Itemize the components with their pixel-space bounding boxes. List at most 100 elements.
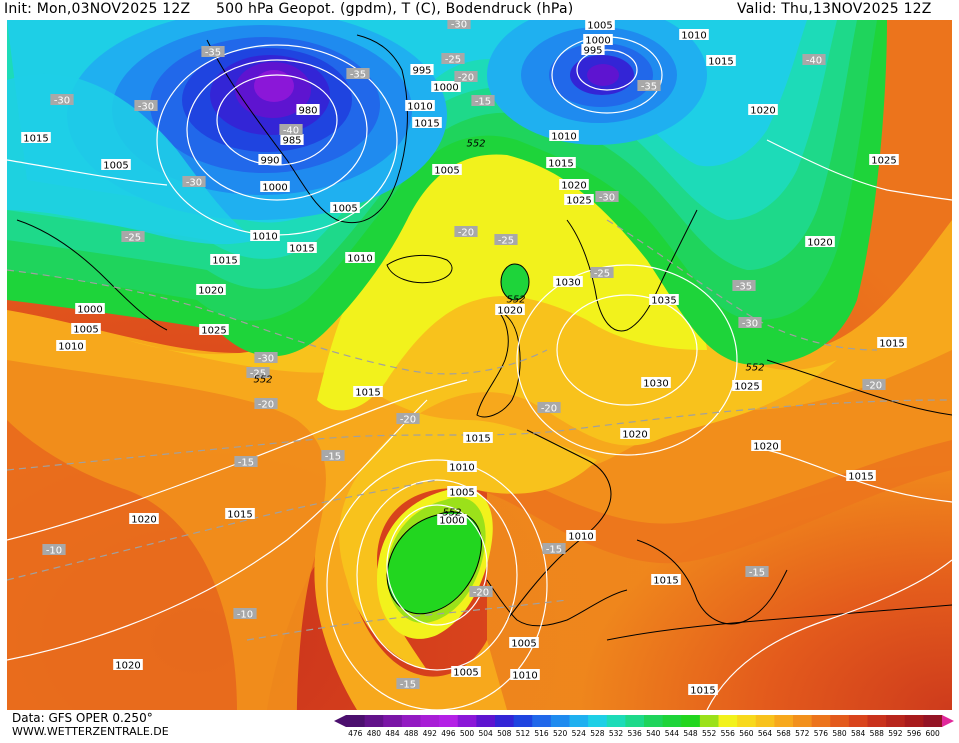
isobar-label-box: [196, 284, 226, 295]
temperature-label-text: -25: [250, 369, 266, 380]
temperature-label-text: -20: [458, 228, 474, 239]
temperature-label-text: -15: [325, 452, 341, 463]
temperature-label-text: -20: [400, 415, 416, 426]
isobar-label-text: 1005: [332, 204, 357, 215]
isobar-label-text: 1005: [511, 639, 536, 650]
isobar-label-text: 1000: [77, 305, 102, 316]
temperature-label-text: -30: [54, 96, 70, 107]
isobar-label: 1015: [846, 470, 876, 483]
legend-swatch: [588, 715, 608, 727]
isobar-label-box: [56, 340, 86, 351]
temperature-label: -15: [745, 566, 769, 579]
legend-value: 588: [870, 729, 885, 738]
temperature-label-box: [447, 18, 471, 29]
isobar-label: 1025: [564, 194, 594, 207]
temperature-label-text: -15: [238, 458, 254, 469]
height-labels: 552 552 552 552 552: [253, 139, 764, 519]
low-east-core: [587, 64, 619, 86]
isobar-label-text: 1020: [622, 430, 647, 441]
legend-swatch: [662, 715, 682, 727]
isobar-label-box: [688, 684, 718, 695]
britain-coast: [476, 309, 521, 418]
isobar-label-text: 1000: [262, 183, 287, 194]
temperature-label-box: [50, 94, 74, 105]
temperature-label-box: [637, 80, 661, 91]
isobar-label: 1015: [353, 386, 383, 399]
temperature-label-text: -15: [546, 545, 562, 556]
legend-value: 548: [683, 729, 698, 738]
isobar-label-box: [869, 154, 899, 165]
isobar-label-box: [583, 34, 613, 45]
isobar-label-text: 1015: [23, 134, 48, 145]
isobar-label-text: 1020: [131, 515, 156, 526]
height-label-text: 552: [253, 375, 272, 386]
coastlines: [16, 34, 953, 641]
isobar-label-text: 1015: [212, 256, 237, 267]
isobar-label: 1020: [805, 236, 835, 249]
isobar-label-box: [75, 303, 105, 314]
eastern-europe-line: [766, 359, 953, 416]
isobar-label: 1015: [651, 574, 681, 587]
isotherm-curve: [6, 269, 548, 375]
isobar-label: 1010: [679, 29, 709, 42]
legend-swatch: [811, 715, 831, 727]
isobar-ring: [556, 294, 698, 406]
low-west-core: [254, 70, 294, 102]
height-label: 552: [253, 375, 272, 386]
temperature-label-box: [862, 379, 886, 390]
legend-swatch: [830, 715, 850, 727]
isobar-label-text: 1005: [73, 325, 98, 336]
isobar-ring: [516, 264, 738, 456]
isobar-label-text: 1030: [643, 379, 668, 390]
isobar-label-box: [412, 117, 442, 128]
isobar-label-box: [620, 428, 650, 439]
weather-map: 1015 1005 1000 990 985 980 1005 1010 1015 1010 101…: [6, 5, 953, 711]
legend-value: 572: [795, 729, 810, 738]
temperature-label: -25: [494, 234, 518, 247]
temperature-label: -35: [346, 68, 370, 81]
legend-swatch: [699, 715, 719, 727]
isobar-label-box: [751, 440, 781, 451]
isobar-label-text: 1010: [347, 254, 372, 265]
isobar-label-box: [846, 470, 876, 481]
legend-value: 596: [907, 729, 922, 738]
iberia-south-coast: [486, 579, 628, 627]
isobar-label-box: [564, 194, 594, 205]
isobar-label-box: [581, 44, 605, 55]
isobar-label-box: [353, 386, 383, 397]
isobar-label: 1020: [196, 284, 226, 297]
legend-swatch: [681, 715, 701, 727]
isobar-curve: [6, 159, 168, 186]
isobar-label-text: 1025: [201, 326, 226, 337]
isobar-label: 1015: [287, 242, 317, 255]
legend-swatch: [476, 715, 496, 727]
isobar-label-text: 1035: [651, 296, 676, 307]
isobar-label: 1015: [225, 508, 255, 521]
isobar-ring: [576, 49, 638, 91]
temperature-label-text: -20: [473, 588, 489, 599]
temperature-label-text: -10: [237, 610, 253, 621]
temperature-label: -10: [42, 544, 66, 557]
isobar-curve: [766, 139, 953, 201]
legend-swatch: [886, 715, 906, 727]
isobar-label-box: [649, 294, 679, 305]
isobar-label: 1035: [649, 294, 679, 307]
height-label-text: 552: [466, 139, 485, 150]
isobar-label-text: 1010: [449, 463, 474, 474]
legend-swatch: [401, 715, 421, 727]
temperature-label-text: -40: [283, 126, 299, 137]
temperature-label: -30: [447, 18, 471, 31]
legend-value: 496: [441, 729, 456, 738]
isobar-label-box: [463, 432, 493, 443]
isobar-label-box: [345, 252, 375, 263]
temperature-label: -20: [469, 586, 493, 599]
italy-coast: [636, 539, 788, 625]
isobar-label-text: 1010: [681, 31, 706, 42]
valid-time: Valid: Thu,13NOV2025 12Z: [737, 1, 932, 17]
temperature-label-text: -20: [866, 381, 882, 392]
temperature-label: -20: [454, 71, 478, 84]
isobar-label: 1010: [250, 230, 280, 243]
isobar-label-box: [651, 574, 681, 585]
